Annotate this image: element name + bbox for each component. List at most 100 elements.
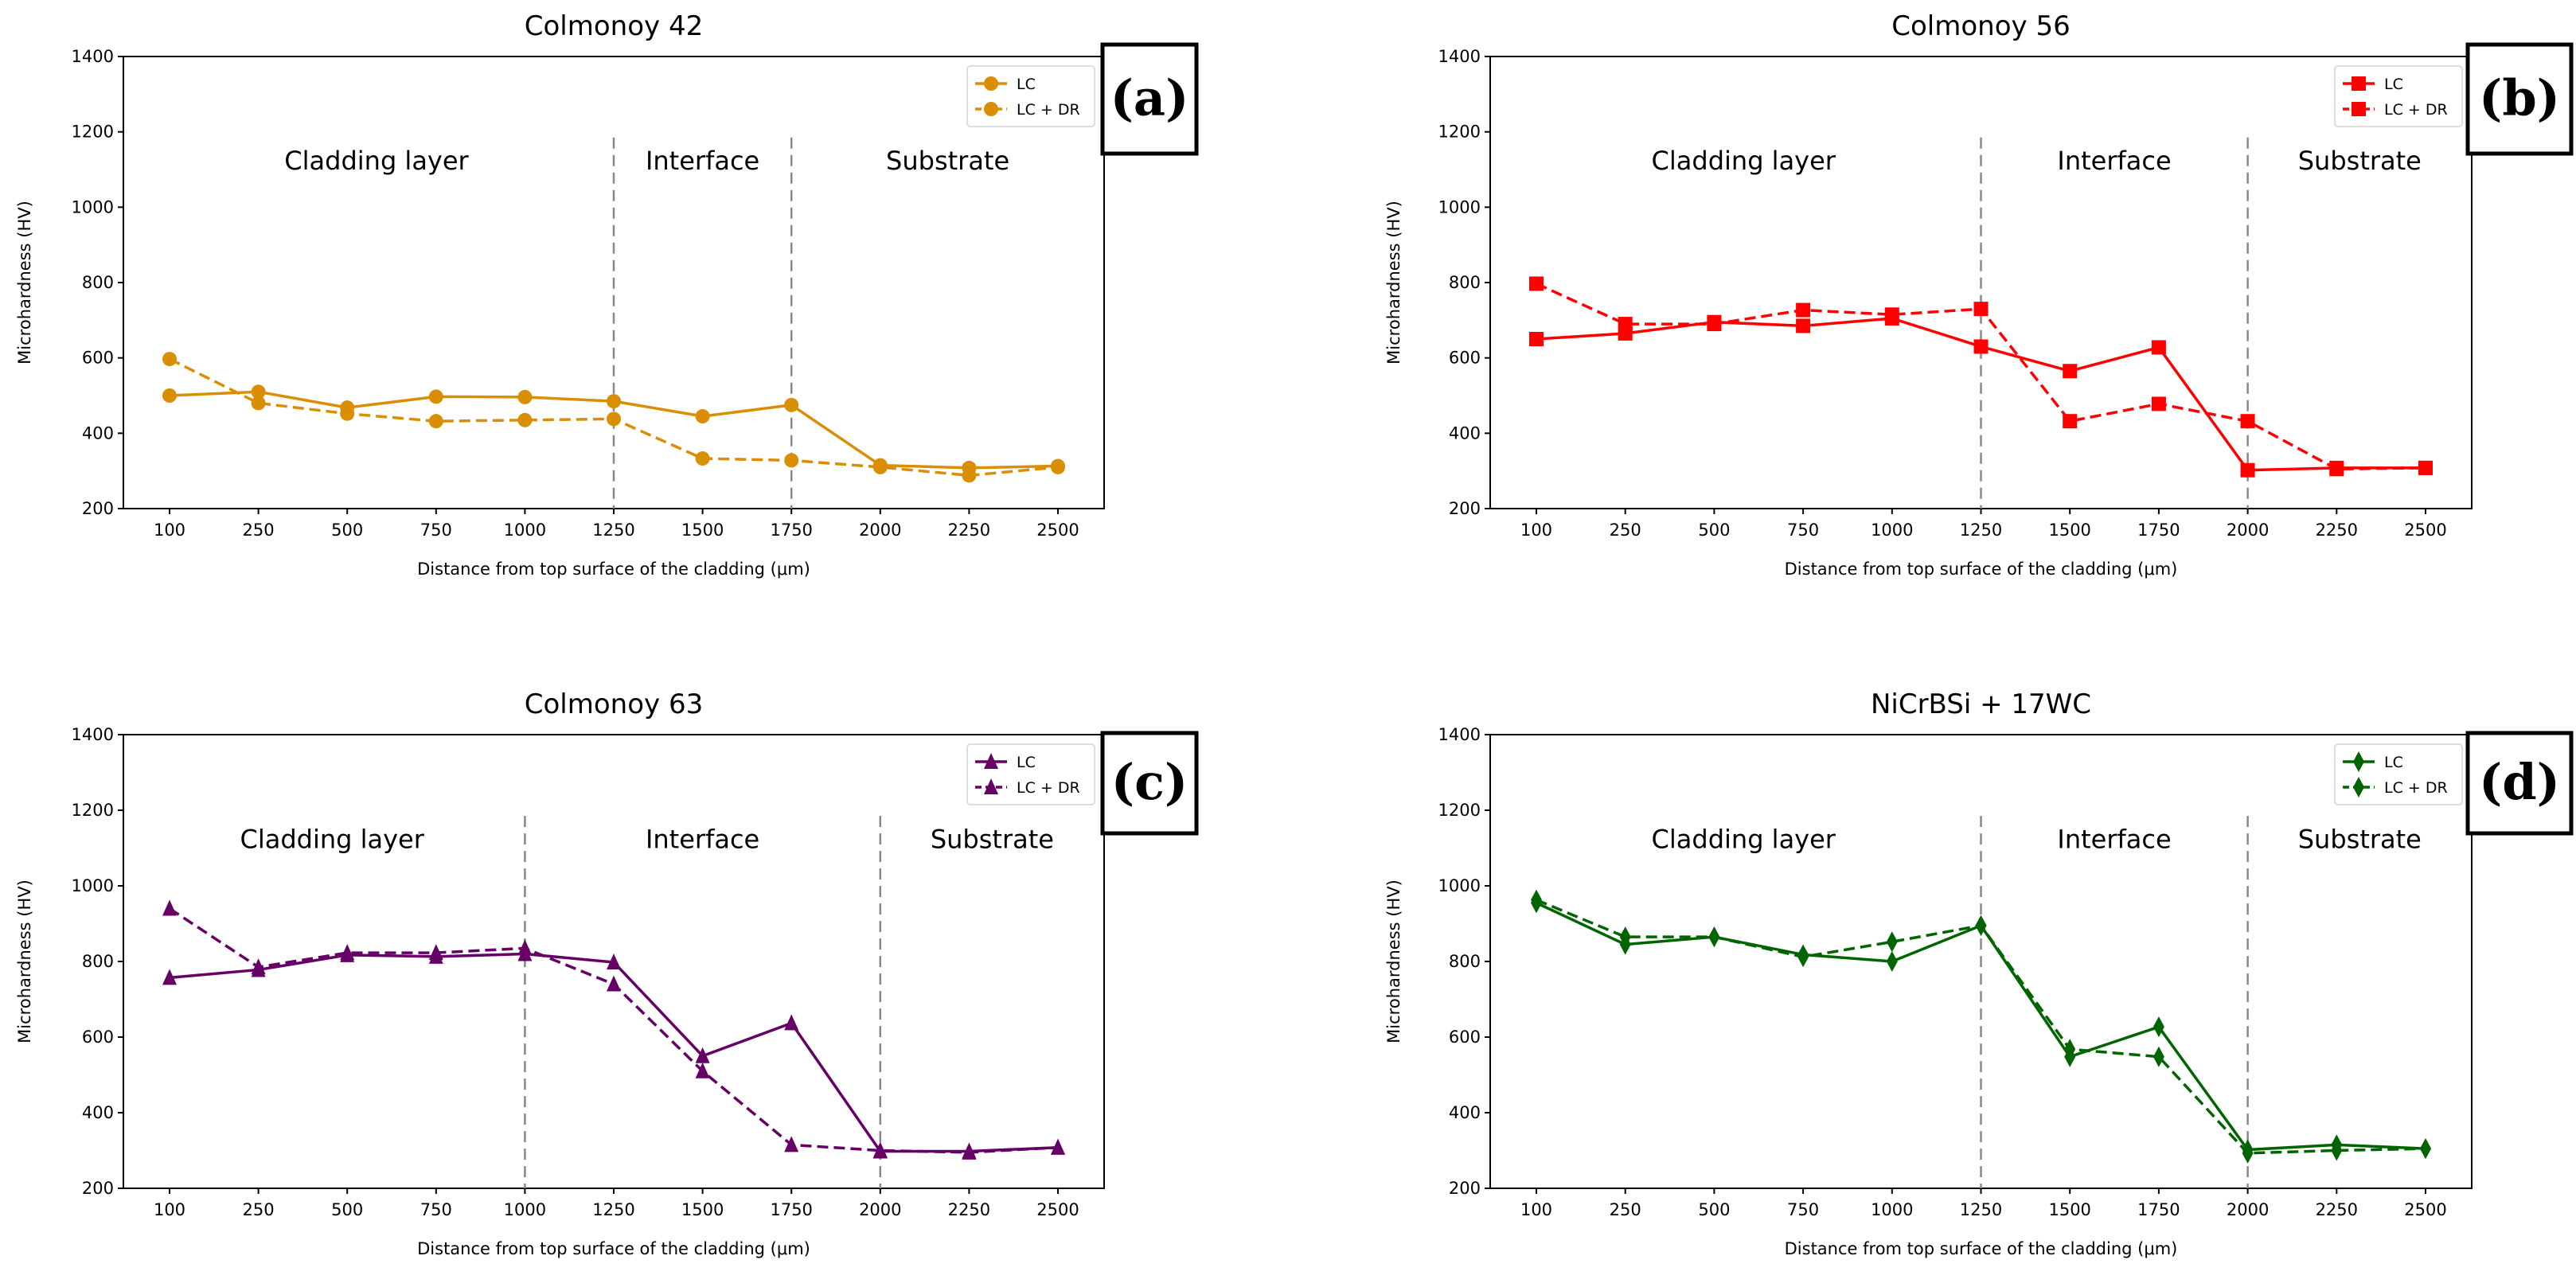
data-point: [162, 899, 177, 916]
y-axis-label: Microhardness (HV): [15, 201, 34, 365]
series-lc-dr: [162, 352, 1065, 483]
x-tick-label: 100: [1520, 521, 1552, 540]
y-tick-label: 1000: [72, 197, 114, 216]
data-point: [2153, 1046, 2164, 1067]
y-tick-label: 800: [1449, 273, 1481, 292]
data-point: [784, 1014, 799, 1031]
legend: LC LC + DR: [2334, 743, 2463, 805]
y-tick-label: 200: [82, 1179, 114, 1198]
region-label: Cladding layer: [1652, 146, 1836, 176]
legend-marker: [984, 102, 998, 116]
data-point: [607, 953, 621, 969]
y-tick-label: 1200: [72, 801, 114, 820]
data-point: [251, 396, 266, 411]
y-tick-label: 1000: [1438, 197, 1481, 216]
data-point: [784, 1136, 799, 1152]
x-tick-label: 1750: [2137, 1200, 2180, 1219]
y-tick-label: 200: [1449, 1179, 1481, 1198]
y-tick-label: 400: [82, 1103, 114, 1122]
y-tick-label: 1200: [1438, 123, 1481, 142]
data-point: [962, 1143, 977, 1160]
x-tick-label: 100: [154, 1200, 185, 1219]
x-tick-label: 1500: [2048, 521, 2090, 540]
legend-label: LC: [2384, 76, 2403, 93]
data-point: [340, 406, 355, 421]
region-label: Interface: [2057, 146, 2171, 176]
data-point: [1531, 889, 1542, 911]
y-tick-label: 400: [1449, 1103, 1481, 1122]
y-tick-label: 1000: [72, 876, 114, 895]
data-point: [1796, 318, 1811, 333]
y-axis-label: Microhardness (HV): [15, 879, 34, 1043]
data-point: [1796, 302, 1811, 318]
panel-label: (c): [1111, 753, 1188, 811]
x-tick-label: 250: [1610, 521, 1641, 540]
data-point: [695, 451, 710, 466]
y-tick-label: 400: [1449, 423, 1481, 443]
data-point: [517, 939, 533, 956]
data-point: [1708, 926, 1720, 948]
panel-label: (a): [1110, 69, 1189, 127]
x-tick-label: 1000: [1871, 1200, 1913, 1219]
data-point: [695, 409, 710, 424]
data-point: [2063, 364, 2078, 379]
y-tick-label: 600: [82, 349, 114, 368]
data-point: [1884, 307, 1899, 322]
legend-box: [2334, 65, 2463, 127]
x-tick-label: 500: [331, 1200, 363, 1219]
x-tick-label: 1000: [504, 521, 546, 540]
data-point: [1529, 276, 1544, 291]
x-axis-label: Distance from top surface of the claddin…: [417, 1239, 810, 1258]
data-point: [2151, 340, 2166, 355]
data-point: [2240, 414, 2255, 429]
panel-label: (b): [2479, 69, 2560, 127]
x-tick-label: 750: [420, 521, 452, 540]
data-point: [2151, 396, 2166, 411]
data-point: [428, 944, 443, 961]
data-point: [607, 394, 621, 409]
data-point: [162, 969, 177, 985]
data-point: [340, 944, 355, 961]
data-point: [2153, 1016, 2164, 1038]
legend-marker: [984, 753, 998, 769]
x-tick-label: 750: [1787, 521, 1819, 540]
data-point: [1051, 1138, 1065, 1155]
legend-label: LC: [2384, 754, 2403, 771]
chart-panel-a: Colmonoy 42 200 400 600 800 1000 1200 1400 100 25…: [15, 10, 1199, 579]
data-point: [872, 1141, 888, 1158]
legend-marker: [2353, 751, 2364, 772]
x-tick-label: 250: [243, 521, 275, 540]
legend-label: LC + DR: [2384, 779, 2448, 797]
y-tick-label: 200: [82, 499, 114, 518]
legend: LC LC + DR: [2334, 65, 2463, 127]
x-tick-label: 1250: [1960, 1200, 2002, 1219]
y-axis-label: Microhardness (HV): [1384, 201, 1403, 365]
data-point: [962, 468, 977, 483]
data-point: [1975, 915, 1987, 936]
chart-title: NiCrBSi + 17WC: [1871, 688, 2091, 720]
y-tick-label: 200: [1449, 499, 1481, 518]
y-tick-label: 800: [82, 273, 114, 292]
data-point: [2242, 1142, 2254, 1164]
x-tick-label: 2000: [2227, 1200, 2269, 1219]
data-point: [1886, 951, 1898, 972]
x-tick-label: 2000: [859, 521, 901, 540]
region-label: Substrate: [886, 146, 1009, 176]
region-label: Cladding layer: [1652, 825, 1836, 855]
y-tick-label: 1400: [1438, 725, 1481, 744]
x-tick-label: 100: [1520, 1200, 1552, 1219]
data-point: [251, 384, 266, 400]
y-axis-label: Microhardness (HV): [1384, 879, 1403, 1043]
x-tick-label: 1000: [1871, 521, 1913, 540]
x-axis-label: Distance from top surface of the claddin…: [1785, 1239, 2178, 1258]
panel-label-box: [1100, 731, 1199, 836]
data-point: [2329, 462, 2344, 477]
x-axis-label: Distance from top surface of the claddin…: [417, 560, 810, 579]
x-tick-label: 750: [1787, 1200, 1819, 1219]
chart-title: Colmonoy 63: [525, 688, 703, 720]
data-point: [2420, 1138, 2431, 1160]
x-tick-label: 500: [1698, 521, 1730, 540]
y-tick-label: 800: [1449, 952, 1481, 971]
data-point: [1051, 459, 1065, 474]
data-point: [428, 414, 443, 429]
